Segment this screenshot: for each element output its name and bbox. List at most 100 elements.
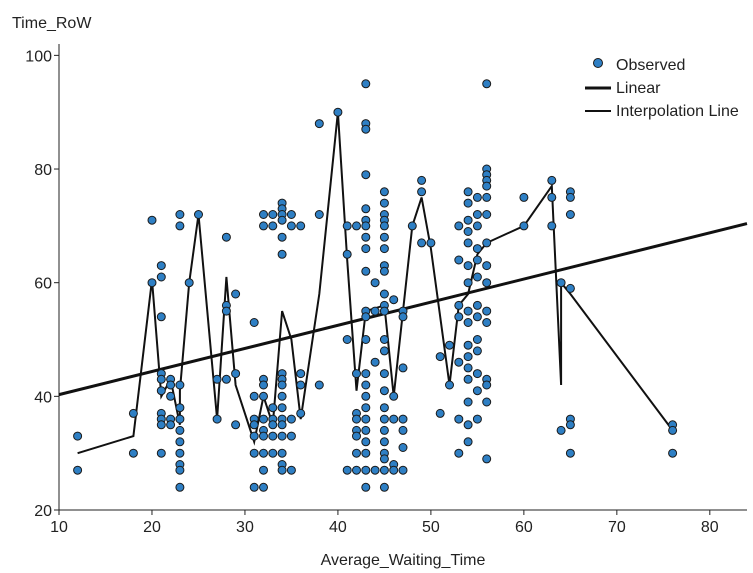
x-tick-label: 60 (515, 519, 533, 536)
x-tick-label: 40 (329, 519, 347, 536)
observed-point (379, 386, 389, 396)
observed-point (361, 312, 371, 322)
observed-point (482, 210, 492, 219)
observed-point (221, 306, 231, 316)
observed-point (259, 221, 268, 231)
observed-point (259, 391, 268, 401)
observed-point (379, 414, 389, 424)
observed-point (296, 380, 306, 390)
observed-point (379, 187, 389, 197)
observed-point (463, 318, 473, 327)
observed-point (212, 414, 222, 424)
observed-point (454, 357, 464, 367)
observed-point (463, 227, 473, 236)
observed-point (482, 306, 492, 316)
observed-point (314, 119, 324, 129)
observed-point (463, 437, 473, 447)
observed-point (482, 261, 492, 271)
observed-point (166, 380, 176, 390)
observed-point (454, 448, 464, 458)
observed-point (463, 340, 473, 350)
observed-point (212, 374, 222, 384)
observed-point (435, 408, 445, 418)
observed-point (166, 391, 176, 401)
observed-point (361, 79, 371, 89)
observed-point (463, 374, 473, 384)
observed-point (472, 335, 482, 344)
observed-point (175, 403, 185, 413)
y-axis-title: Time_RoW (12, 15, 92, 32)
observed-point (454, 300, 464, 310)
x-tick-label: 10 (50, 519, 68, 536)
observed-point (565, 420, 575, 430)
observed-point (286, 414, 296, 424)
observed-point (352, 369, 361, 379)
observed-point (407, 221, 417, 231)
observed-point (268, 210, 278, 219)
observed-point (370, 357, 380, 367)
observed-point (277, 249, 287, 259)
observed-point (73, 431, 83, 441)
observed-point (314, 380, 324, 390)
x-tick-label: 30 (236, 519, 254, 536)
observed-point (668, 448, 678, 458)
observed-point (268, 420, 278, 430)
y-tick-label: 40 (34, 389, 52, 406)
observed-point (259, 431, 268, 441)
observed-point (454, 255, 464, 265)
observed-point (463, 238, 473, 248)
observed-point (175, 210, 185, 219)
observed-point (277, 465, 287, 475)
observed-point (249, 482, 259, 492)
observed-point (398, 363, 408, 373)
observed-point (277, 403, 287, 413)
observed-point (342, 335, 352, 344)
observed-point (361, 124, 371, 134)
observed-point (156, 261, 166, 271)
observed-point (556, 425, 566, 435)
observed-point (175, 414, 185, 424)
observed-point (268, 221, 278, 231)
y-tick-label: 20 (34, 503, 52, 520)
observed-point (342, 221, 352, 231)
observed-point (296, 221, 306, 231)
observed-point (268, 431, 278, 441)
observed-point (417, 238, 427, 248)
observed-point (472, 221, 482, 231)
observed-point (472, 386, 482, 396)
observed-point (417, 175, 427, 185)
legend-interpolation-label: Interpolation Line (616, 103, 739, 120)
observed-point (398, 465, 408, 475)
observed-point (370, 306, 380, 316)
observed-point (268, 448, 278, 458)
observed-point (352, 448, 361, 458)
observed-point (565, 448, 575, 458)
observed-point (352, 221, 361, 231)
observed-point (249, 318, 259, 327)
observed-point (379, 198, 389, 208)
observed-point (379, 221, 389, 231)
observed-point (361, 425, 371, 435)
observed-point (463, 187, 473, 197)
observed-point (314, 210, 324, 219)
legend-observed-marker (593, 58, 603, 68)
observed-point (379, 465, 389, 475)
observed-point (286, 221, 296, 231)
observed-point (156, 448, 166, 458)
observed-point (389, 465, 399, 475)
observed-point (454, 312, 464, 322)
observed-point (472, 255, 482, 265)
observed-point (482, 380, 492, 390)
observed-point (361, 204, 371, 214)
y-tick-label: 80 (34, 162, 52, 179)
observed-point (463, 420, 473, 430)
observed-point (379, 454, 389, 464)
observed-point (361, 448, 371, 458)
y-ticks: 20 40 60 80 100 (25, 48, 59, 520)
observed-point (482, 192, 492, 202)
observed-point (445, 340, 454, 350)
observed-point (463, 306, 473, 316)
observed-point (147, 278, 157, 288)
legend-observed-label: Observed (616, 57, 685, 74)
